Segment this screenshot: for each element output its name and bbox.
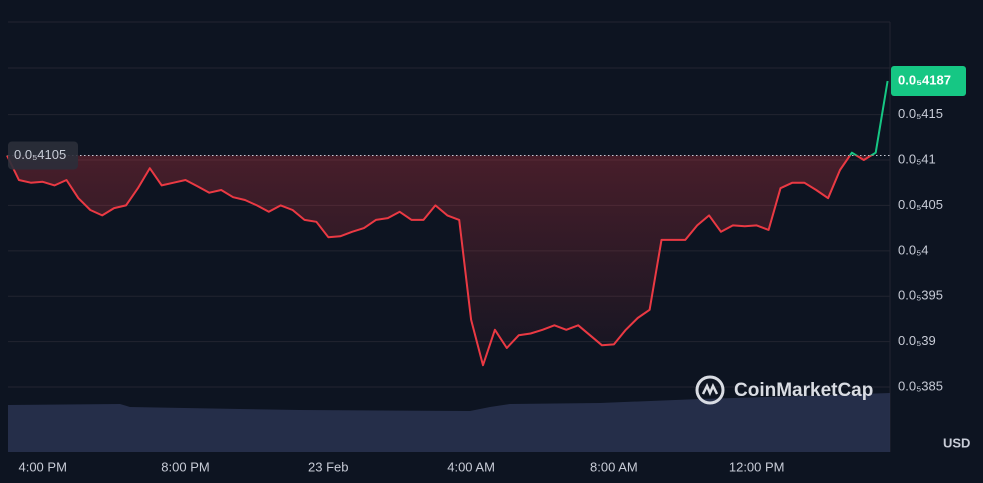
y-tick-label: 0.0₅41 bbox=[898, 151, 936, 166]
y-tick-label: 0.0₅39 bbox=[898, 333, 936, 348]
x-tick-label: 8:00 PM bbox=[161, 459, 209, 474]
y-tick-label: 0.0₅4 bbox=[898, 242, 929, 257]
price-line bbox=[6, 80, 889, 367]
y-tick-label: 0.0₅415 bbox=[898, 106, 943, 121]
watermark: CoinMarketCap bbox=[734, 380, 873, 401]
last-price-label: 0.0₅4187 bbox=[898, 72, 951, 87]
x-tick-label: 12:00 PM bbox=[729, 459, 785, 474]
reference-label: 0.0₅4105 bbox=[14, 147, 66, 162]
last-price-tag bbox=[891, 66, 966, 97]
x-tick-label: 8:00 AM bbox=[590, 459, 638, 474]
x-tick-label: 4:00 AM bbox=[447, 459, 495, 474]
volume-area bbox=[8, 393, 890, 452]
reference-tag bbox=[8, 141, 78, 170]
y-axis-unit: USD bbox=[943, 435, 970, 450]
watermark-logo bbox=[695, 375, 725, 405]
y-tick-label: 0.0₅395 bbox=[898, 288, 943, 303]
x-tick-label: 4:00 PM bbox=[18, 459, 66, 474]
x-tick-label: 23 Feb bbox=[308, 459, 348, 474]
area-fill bbox=[7, 155, 872, 366]
y-tick-label: 0.0₅385 bbox=[898, 378, 943, 393]
y-tick-label: 0.0₅405 bbox=[898, 197, 943, 212]
